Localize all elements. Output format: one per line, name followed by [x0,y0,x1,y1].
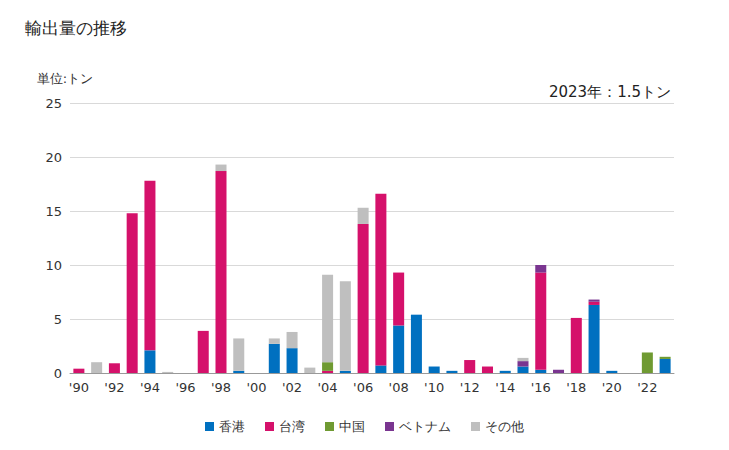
svg-text:'20: '20 [602,380,622,395]
svg-text:台湾: 台湾 [279,419,305,434]
svg-text:15: 15 [45,204,62,219]
svg-text:10: 10 [45,258,62,273]
svg-text:その他: その他 [485,419,524,434]
svg-text:'16: '16 [531,380,551,395]
svg-text:0: 0 [54,366,62,381]
svg-text:輸出量の推移: 輸出量の推移 [25,18,127,38]
svg-text:'04: '04 [318,380,338,395]
svg-text:'02: '02 [282,380,302,395]
svg-text:'18: '18 [566,380,586,395]
svg-text:25: 25 [45,96,62,111]
svg-text:'10: '10 [424,380,444,395]
svg-text:'94: '94 [140,380,160,395]
svg-text:'90: '90 [69,380,89,395]
svg-text:5: 5 [54,312,62,327]
svg-text:'08: '08 [389,380,409,395]
svg-text:'96: '96 [175,380,195,395]
svg-text:'22: '22 [637,380,657,395]
svg-text:中国: 中国 [339,419,365,434]
svg-text:'12: '12 [460,380,480,395]
svg-text:20: 20 [45,150,62,165]
svg-text:ベトナム: ベトナム [399,419,451,434]
svg-text:'92: '92 [104,380,124,395]
svg-text:香港: 香港 [219,419,245,434]
svg-text:'98: '98 [211,380,231,395]
svg-text:'14: '14 [495,380,515,395]
svg-text:'00: '00 [246,380,266,395]
svg-text:2023年：1.5トン: 2023年：1.5トン [549,83,671,101]
svg-text:'06: '06 [353,380,373,395]
svg-text:単位:トン: 単位:トン [37,71,93,86]
